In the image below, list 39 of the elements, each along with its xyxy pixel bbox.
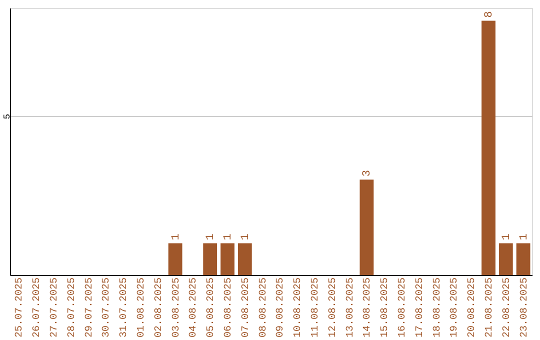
- x-tick-label: 28.07.2025: [66, 278, 78, 338]
- data-label: 1: [205, 233, 218, 240]
- x-tick-label: 02.08.2025: [154, 278, 165, 338]
- x-tick-label: 03.08.2025: [171, 278, 182, 338]
- x-tick-label: 12.08.2025: [328, 278, 339, 338]
- x-tick-label: 30.07.2025: [102, 278, 113, 338]
- x-tick-label: 18.08.2025: [432, 278, 444, 338]
- data-label: 1: [170, 233, 182, 240]
- x-tick-label: 09.08.2025: [276, 278, 287, 338]
- data-label: 8: [484, 11, 496, 18]
- x-tick-label: 01.08.2025: [136, 278, 148, 338]
- x-tick-label: 08.08.2025: [258, 278, 270, 338]
- x-tick-label: 17.08.2025: [414, 278, 426, 338]
- data-label: 1: [500, 233, 513, 240]
- x-tick-label: 23.08.2025: [519, 278, 530, 338]
- x-tick-label: 20.08.2025: [467, 278, 478, 338]
- x-tick-label: 19.08.2025: [450, 278, 461, 338]
- data-label: 1: [240, 233, 252, 240]
- x-tick-label: 10.08.2025: [293, 278, 304, 338]
- x-tick-label: 07.08.2025: [240, 278, 252, 338]
- x-tick-label: 27.07.2025: [50, 278, 60, 338]
- x-tick-label: 29.07.2025: [84, 278, 96, 338]
- x-tick-label: 22.08.2025: [502, 278, 513, 338]
- x-tick-label: 21.08.2025: [484, 278, 496, 338]
- x-tick-label: 04.08.2025: [188, 278, 200, 338]
- y-tick-label: 5: [2, 114, 12, 120]
- x-tick-label: 16.08.2025: [398, 278, 408, 338]
- x-tick-label: 11.08.2025: [310, 278, 322, 338]
- x-tick-label: 13.08.2025: [345, 278, 356, 338]
- x-tick-label: 14.08.2025: [362, 278, 374, 338]
- x-tick-label: 05.08.2025: [206, 278, 218, 338]
- x-tick-label: 15.08.2025: [380, 278, 392, 338]
- x-tick-label: 31.07.2025: [119, 278, 130, 338]
- x-tick-label: 25.07.2025: [14, 278, 26, 338]
- data-label: 1: [518, 233, 530, 240]
- x-tick-label: 06.08.2025: [224, 278, 234, 338]
- x-tick-label: 26.07.2025: [32, 278, 44, 338]
- data-label: 1: [222, 233, 234, 240]
- data-label: 3: [362, 170, 374, 177]
